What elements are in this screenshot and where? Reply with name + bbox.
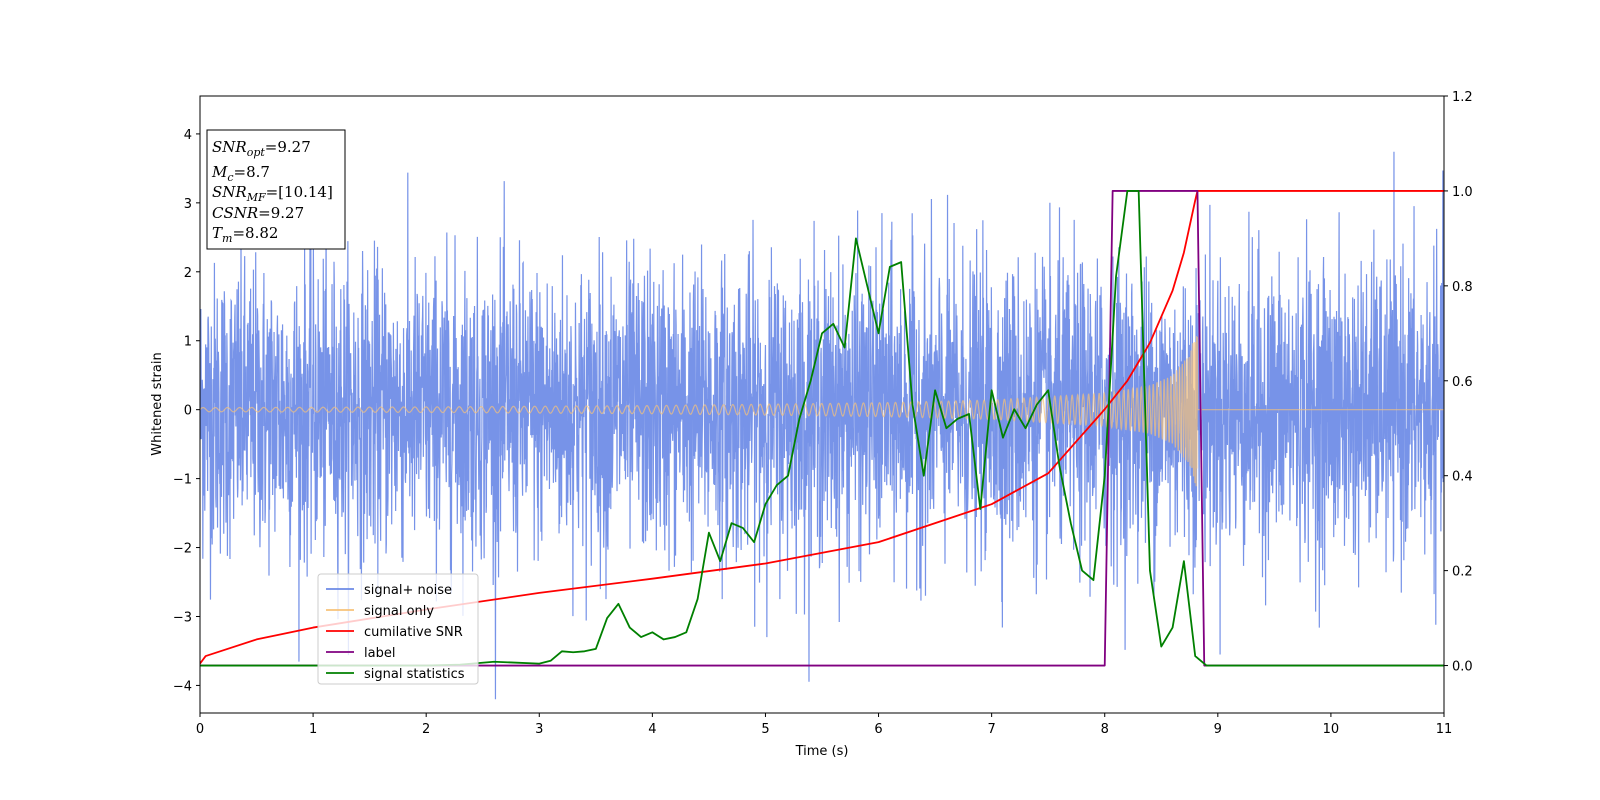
y-axis-label: Whitened strain (150, 352, 165, 455)
y-tick-label-8: 4 (184, 128, 192, 143)
legend-label-3: label (364, 646, 395, 661)
series-layer (200, 151, 1444, 700)
legend-entry-0: signal+ noise (326, 583, 452, 598)
legend-frame (317, 573, 479, 685)
x-tick-label-8: 8 (1101, 722, 1109, 737)
y2-tick-label-5: 1.0 (1452, 185, 1473, 200)
legend-label-4: signal statistics (364, 667, 465, 682)
series-signal-statistics (200, 190, 1444, 667)
info-snr-mf: SNRMF=[10.14] (212, 183, 333, 204)
x-tick-label-10: 10 (1323, 722, 1340, 737)
info-box: SNRopt=9.27 Mc=8.7 SNRMF=[10.14] CSNR=9.… (206, 129, 346, 250)
x-tick-label-1: 1 (309, 722, 317, 737)
legend: signal+ noise signal only cumilative SNR la… (317, 573, 479, 685)
legend-label-0: signal+ noise (364, 583, 452, 598)
info-csnr: CSNR=9.27 (212, 204, 304, 222)
info-mc: Mc=8.7 (211, 163, 270, 184)
y-tick-label-5: 1 (184, 335, 192, 350)
x-axis-label: Time (s) (795, 744, 849, 759)
x-tick-label-3: 3 (535, 722, 543, 737)
y-tick-label-1: −3 (173, 610, 192, 625)
x-tick-label-9: 9 (1214, 722, 1222, 737)
ticks-layer: 0 1 2 3 4 5 6 7 8 9 10 11 −4 −3 −2 −1 0 1 2 3 4 0.0 0.2 0.4 0.6 0… (173, 90, 1473, 737)
y-tick-label-3: −1 (173, 473, 192, 488)
y-tick-label-2: −2 (173, 542, 192, 557)
x-tick-label-11: 11 (1436, 722, 1453, 737)
series-cumulative-snr (200, 190, 1444, 665)
legend-label-2: cumilative SNR (364, 625, 463, 640)
x-tick-label-5: 5 (761, 722, 769, 737)
legend-entry-3: label (326, 646, 395, 661)
x-tick-label-2: 2 (422, 722, 430, 737)
legend-label-1: signal only (364, 604, 434, 619)
legend-entry-1: signal only (326, 604, 434, 619)
legend-entry-2: cumilative SNR (326, 625, 463, 640)
info-tm: Tm=8.82 (212, 224, 278, 245)
y-tick-label-0: −4 (173, 679, 192, 694)
info-box-frame (206, 129, 346, 250)
y2-tick-label-3: 0.6 (1452, 375, 1473, 390)
x-tick-label-7: 7 (987, 722, 995, 737)
y2-tick-label-0: 0.0 (1452, 660, 1473, 675)
plot-frame (199, 95, 1445, 714)
legend-entry-4: signal statistics (326, 667, 465, 682)
x-tick-label-4: 4 (648, 722, 656, 737)
y2-tick-label-2: 0.4 (1452, 470, 1473, 485)
y-tick-label-6: 2 (184, 266, 192, 281)
y-tick-label-4: 0 (184, 404, 192, 419)
y-tick-label-7: 3 (184, 197, 192, 212)
y2-tick-label-4: 0.8 (1452, 280, 1473, 295)
y2-tick-label-1: 0.2 (1452, 565, 1473, 580)
series-signal-only (200, 336, 1444, 487)
y2-tick-label-6: 1.2 (1452, 90, 1473, 105)
x-tick-label-0: 0 (196, 722, 204, 737)
info-snr-opt: SNRopt=9.27 (212, 138, 311, 159)
x-tick-label-6: 6 (874, 722, 882, 737)
